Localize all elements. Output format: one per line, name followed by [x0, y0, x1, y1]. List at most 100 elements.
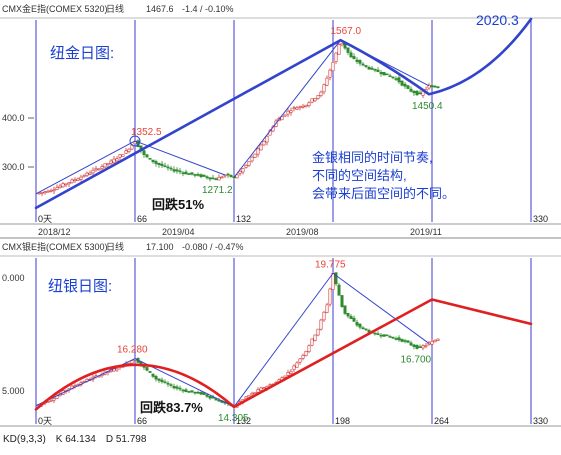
gold-candle-body	[40, 191, 44, 194]
kd-indicator-bar: KD(9,3,3) K 64.134 D 51.798	[0, 428, 561, 450]
silver-candle-body	[172, 385, 176, 389]
silver-candle-body	[358, 323, 362, 328]
silver-candle-body	[382, 334, 386, 337]
silver-candle-body	[430, 340, 434, 345]
gold-period-label[interactable]: 日线	[106, 3, 124, 14]
gold-candle-body	[253, 153, 257, 158]
gold-candle-body	[391, 76, 395, 79]
silver-candle-body	[415, 344, 419, 349]
gold-candle-body	[67, 182, 71, 185]
gold-candle-body	[238, 170, 242, 174]
gold-candle-body	[250, 156, 254, 162]
gold-day-label-0: 0天	[38, 214, 52, 224]
gold-candle-body	[55, 187, 59, 190]
gold-ytick-400: 400.0	[2, 113, 25, 123]
gold-candle-body	[412, 90, 416, 94]
gold-candle-body	[175, 169, 179, 172]
gold-candle-body	[319, 91, 323, 96]
silver-candle-body	[283, 375, 287, 378]
gold-price-annotation-2: 1567.0	[331, 26, 362, 37]
silver-candle-body	[343, 305, 347, 314]
gold-candle-body	[352, 56, 356, 60]
silver-period-label[interactable]: 日线	[106, 241, 124, 252]
gold-candle-body	[304, 104, 308, 107]
gold-price-value: 1467.6	[146, 4, 174, 14]
silver-candle-body	[319, 319, 323, 330]
silver-candle-body	[406, 340, 410, 343]
silver-candle-body	[268, 384, 272, 387]
silver-candle-body	[385, 334, 389, 337]
gold-date-tick-1: 2018/12	[38, 227, 71, 237]
gold-candle-body	[361, 63, 365, 66]
gold-candle-body	[259, 144, 263, 151]
silver-candle-body	[307, 345, 311, 352]
kd-indicator-name[interactable]: KD(9,3,3)	[3, 433, 46, 445]
gold-candle-body	[295, 107, 299, 110]
silver-symbol-label[interactable]: CMX银E指(COMEX 5300)	[2, 241, 108, 252]
gold-price-annotation-0: 1352.5	[131, 127, 162, 138]
silver-candle-body	[169, 384, 173, 386]
silver-candle-body	[166, 382, 170, 385]
gold-candle-body	[88, 172, 92, 175]
silver-candle-body	[403, 340, 407, 342]
gold-candle-body	[373, 68, 377, 71]
gold-candle-body	[415, 90, 419, 96]
gold-symbol-label[interactable]: CMX金E指(COMEX 5320)	[2, 3, 108, 14]
silver-candle-body	[397, 337, 401, 341]
gold-candle-body	[43, 191, 47, 194]
silver-candle-body	[160, 379, 164, 383]
gold-candle-body	[70, 179, 74, 184]
silver-day-label-0: 0天	[38, 416, 52, 426]
silver-candle-body	[199, 392, 203, 395]
silver-candle-body	[130, 360, 134, 364]
kd-k-value: K 64.134	[55, 433, 96, 445]
silver-candle-body	[208, 395, 212, 399]
gold-candle-body	[283, 114, 287, 117]
gold-candle-body	[82, 175, 86, 178]
silver-candle-body	[361, 327, 365, 330]
gold-candle-body	[223, 174, 227, 177]
gold-candle-body	[127, 148, 131, 152]
gold-candle-body	[337, 44, 341, 55]
silver-candle-body	[256, 389, 260, 393]
silver-candle-body	[211, 396, 215, 399]
silver-ytick-bottom: 5.000	[2, 386, 25, 396]
gold-candle-body	[430, 85, 434, 88]
silver-candle-body	[46, 401, 50, 403]
silver-candle-body	[133, 359, 137, 361]
gold-candle-body	[427, 84, 431, 89]
gold-candle-body	[328, 69, 332, 78]
gold-candle-body	[433, 85, 437, 88]
gold-candle-body	[133, 141, 137, 145]
gold-candle-body	[394, 78, 398, 80]
silver-candle-body	[310, 338, 314, 346]
gold-candle-body	[79, 176, 83, 180]
silver-candle-body	[184, 389, 188, 393]
silver-candle-body	[379, 334, 383, 337]
silver-candle-body	[412, 344, 416, 347]
gold-candle-body	[193, 174, 197, 176]
silver-candle-body	[154, 375, 158, 380]
gold-candle-body	[103, 163, 107, 168]
gold-candle-body	[403, 83, 407, 87]
gold-candle-body	[292, 107, 296, 110]
silver-ytick-top: 0.000	[2, 273, 25, 283]
gold-candle-body	[289, 110, 293, 113]
gold-candle-body	[142, 150, 146, 156]
silver-candle-body	[316, 328, 320, 336]
gold-candle-body	[148, 158, 152, 160]
gold-candle-body	[244, 165, 248, 168]
gold-candle-body	[64, 183, 68, 186]
gold-candle-body	[349, 52, 353, 58]
gold-candle-body	[184, 171, 188, 175]
gold-candle-body	[370, 67, 374, 70]
gold-candle-body	[202, 174, 206, 177]
gold-candle-body	[388, 75, 392, 78]
silver-candle-body	[250, 392, 254, 396]
gold-ytick-300: 300.0	[2, 162, 25, 172]
silver-candle-body	[388, 336, 392, 338]
silver-candle-body	[433, 340, 437, 343]
gold-candle-body	[178, 170, 182, 173]
gold-candle-body	[97, 168, 101, 171]
silver-day-label-264: 264	[434, 416, 449, 426]
